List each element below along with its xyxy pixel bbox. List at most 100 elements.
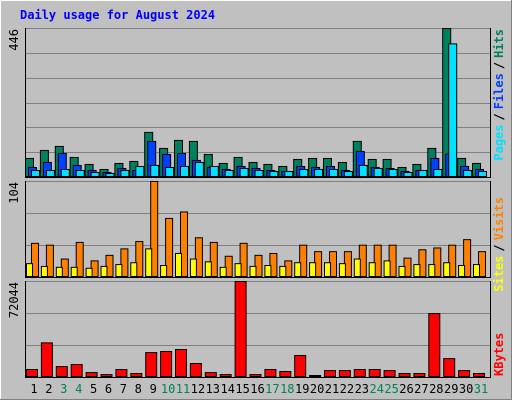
bar (458, 370, 471, 377)
bar (353, 258, 361, 277)
bar (373, 167, 383, 178)
bar (120, 248, 129, 277)
bar (249, 374, 262, 377)
bar (180, 211, 188, 277)
x-tick-label: 13 (206, 382, 220, 396)
bar (473, 373, 485, 377)
bar (478, 251, 486, 277)
bar (463, 239, 472, 277)
bar (473, 264, 480, 278)
bar (60, 168, 70, 177)
bar (224, 169, 234, 177)
bar (418, 169, 428, 177)
bar (324, 370, 336, 377)
bar (145, 352, 158, 378)
x-tick-label: 12 (191, 382, 205, 396)
legend-entry: Visits (492, 197, 506, 240)
bar (299, 244, 308, 277)
legend-separator: / (492, 113, 506, 120)
bar (160, 265, 168, 277)
bar (413, 373, 426, 377)
x-tick-label: 5 (90, 382, 97, 396)
bar (75, 241, 84, 278)
bar (433, 168, 443, 177)
bar (70, 266, 78, 278)
bar (279, 371, 292, 377)
bar (26, 263, 33, 277)
bar (70, 364, 83, 377)
bar (165, 166, 175, 178)
bar (31, 169, 40, 177)
chart-title: Daily usage for August 2024 (20, 8, 215, 22)
legend-entry: Files (492, 73, 506, 109)
x-tick-label: 24 (369, 382, 383, 396)
x-tick-label: 10 (161, 382, 175, 396)
bar (85, 267, 93, 277)
x-tick-label: 2 (45, 382, 52, 396)
bar (204, 261, 212, 277)
bar (40, 342, 53, 377)
bar (31, 242, 39, 278)
x-tick-label: 20 (310, 382, 324, 396)
bar (130, 373, 143, 377)
bar (234, 281, 247, 377)
bar (443, 358, 456, 377)
bar (309, 375, 322, 377)
x-tick-label: 19 (295, 382, 309, 396)
bar (254, 169, 264, 177)
bar (269, 170, 279, 177)
bar (398, 373, 411, 377)
legend-entry: Hits (492, 29, 506, 58)
legend-entry: KBytes (492, 333, 506, 376)
plot-area (25, 281, 491, 378)
x-tick-label: 29 (444, 382, 458, 396)
bar (120, 169, 130, 177)
bar (115, 369, 128, 377)
bar (368, 369, 381, 377)
bar (239, 167, 249, 178)
bar (314, 168, 324, 177)
bar (189, 363, 202, 377)
bar (428, 264, 436, 278)
bar (85, 372, 98, 377)
bar (279, 265, 287, 277)
bar (343, 170, 353, 177)
y-tick-label: 104 (7, 182, 21, 204)
bar (180, 165, 189, 178)
bar (329, 168, 338, 177)
x-tick-label: 14 (220, 382, 234, 396)
bar (209, 241, 218, 278)
legend: Sites / Visits (492, 197, 506, 292)
bar (165, 217, 174, 278)
bar (40, 265, 48, 277)
bar (398, 265, 406, 277)
bar (55, 366, 68, 377)
bar (294, 262, 302, 278)
bar (204, 372, 217, 377)
legend-entry: Pages (492, 125, 506, 161)
bar (428, 313, 441, 378)
bar (100, 265, 108, 277)
x-tick-label: 1 (30, 382, 37, 396)
x-tick-label: 8 (135, 382, 142, 396)
bar (90, 171, 100, 177)
x-tick-label: 22 (340, 382, 354, 396)
bar (175, 253, 182, 277)
x-tick-label: 3 (60, 382, 67, 396)
bar (234, 263, 242, 277)
y-tick-label: 446 (7, 29, 21, 51)
bar (209, 165, 219, 178)
bar (413, 264, 421, 278)
bar (368, 262, 376, 278)
bar (145, 248, 153, 277)
legend: KBytes (492, 333, 506, 376)
x-tick-label: 23 (355, 382, 369, 396)
x-tick-label: 6 (105, 382, 112, 396)
legend: Pages / Files / Hits (492, 29, 506, 161)
y-tick-label: 72044 (7, 282, 21, 318)
x-tick-label: 16 (250, 382, 264, 396)
bar (264, 265, 272, 277)
bar (135, 241, 144, 277)
x-tick-label: 7 (120, 382, 127, 396)
